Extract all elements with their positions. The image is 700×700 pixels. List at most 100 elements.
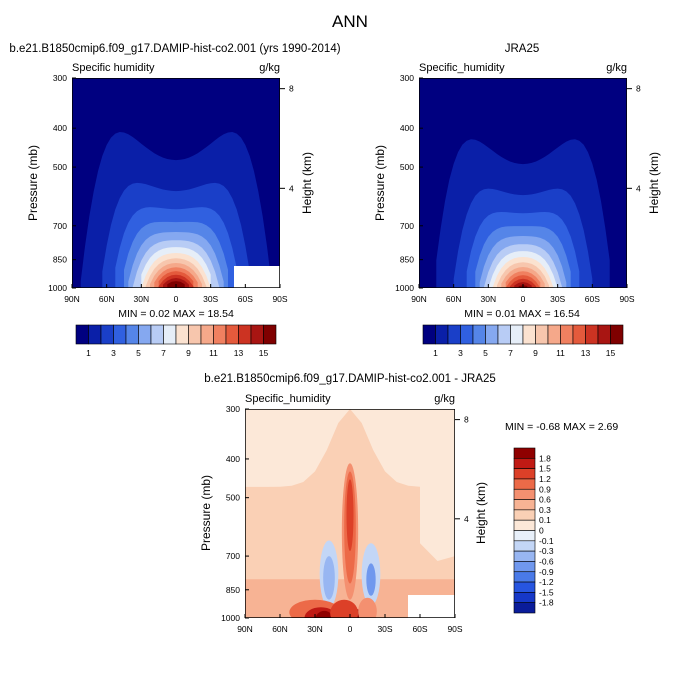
colorbar-box xyxy=(200,324,214,345)
panel-model-ylabel-right: Height (km) xyxy=(300,152,314,214)
colorbar-label: 1 xyxy=(433,348,438,358)
colorbar-label: 3 xyxy=(458,348,463,358)
colorbar-box xyxy=(188,324,202,345)
colorbar-label: -0.1 xyxy=(539,536,554,546)
y-tick-label: 300 xyxy=(53,73,67,83)
colorbar-box xyxy=(513,447,536,459)
colorbar-box xyxy=(513,458,536,469)
panel-model-units: g/kg xyxy=(259,62,280,74)
figure-title: ANN xyxy=(332,12,368,31)
colorbar-box xyxy=(535,324,549,345)
colorbar-box xyxy=(572,324,586,345)
height-tick-label: 4 xyxy=(636,183,641,193)
y-tick-label: 300 xyxy=(400,73,414,83)
y-tick-label: 400 xyxy=(400,123,414,133)
colorbar-box xyxy=(513,488,536,500)
panel-difference-ylabel-right: Height (km) xyxy=(474,482,488,544)
x-tick-label: 60S xyxy=(585,294,600,304)
panel-obs-units: g/kg xyxy=(606,62,627,74)
colorbar-box xyxy=(513,540,536,552)
height-tick-label: 4 xyxy=(464,514,469,524)
colorbar-label: 0.9 xyxy=(539,484,551,494)
y-tick-label: 700 xyxy=(53,221,67,231)
colorbar-label: -0.3 xyxy=(539,546,554,556)
colorbar-box xyxy=(447,324,461,345)
panel-difference-missing-data xyxy=(408,595,455,618)
colorbar-label: 13 xyxy=(581,348,591,358)
colorbar-label: -0.6 xyxy=(539,556,554,566)
x-tick-label: 30S xyxy=(203,294,218,304)
panel-model-title: b.e21.B1850cmip6.f09_g17.DAMIP-hist-co2.… xyxy=(9,43,340,55)
x-tick-label: 30S xyxy=(550,294,565,304)
negative-lobe xyxy=(323,556,335,600)
x-tick-label: 30N xyxy=(481,294,497,304)
colorbar-label: 0.3 xyxy=(539,505,551,515)
colorbar-label: -0.9 xyxy=(539,567,554,577)
colorbar-box xyxy=(422,324,436,345)
panel-difference-colorbar: 1.81.51.20.90.60.30.10-0.1-0.3-0.6-0.9-1… xyxy=(513,447,554,614)
positive-tower xyxy=(346,479,354,552)
x-tick-label: 60S xyxy=(238,294,253,304)
colorbar-label: 3 xyxy=(111,348,116,358)
colorbar-label: 9 xyxy=(186,348,191,358)
colorbar-box xyxy=(510,324,524,345)
panel-obs: JRA25 Specific_humidity g/kg Pressure (m… xyxy=(373,43,661,358)
x-tick-label: 30S xyxy=(377,624,392,634)
colorbar-box xyxy=(238,324,252,345)
y-tick-label: 1000 xyxy=(48,283,67,293)
x-tick-label: 60N xyxy=(99,294,115,304)
panel-model-plot xyxy=(72,78,280,288)
colorbar-label: 0.6 xyxy=(539,495,551,505)
panel-difference-ylabel: Pressure (mb) xyxy=(199,475,213,551)
panel-obs-title: JRA25 xyxy=(505,43,540,55)
y-tick-label: 400 xyxy=(226,454,240,464)
colorbar-box xyxy=(472,324,486,345)
x-tick-label: 60S xyxy=(412,624,427,634)
colorbar-box xyxy=(513,602,536,614)
colorbar-box xyxy=(263,324,277,345)
panel-difference: b.e21.B1850cmip6.f09_g17.DAMIP-hist-co2.… xyxy=(199,373,618,634)
y-tick-label: 850 xyxy=(53,255,67,265)
height-tick-label: 8 xyxy=(464,415,469,425)
panel-difference-variable-label: Specific_humidity xyxy=(245,393,331,405)
panel-obs-colorbar: 1 3 5 7 9 11 13 15 xyxy=(422,324,624,358)
colorbar-label: 7 xyxy=(508,348,513,358)
y-tick-label: 500 xyxy=(226,493,240,503)
colorbar-box xyxy=(585,324,599,345)
colorbar-box xyxy=(225,324,239,345)
x-tick-label: 60N xyxy=(446,294,462,304)
colorbar-box xyxy=(213,324,227,345)
colorbar-box xyxy=(125,324,139,345)
colorbar-label: 9 xyxy=(533,348,538,358)
y-tick-label: 300 xyxy=(226,404,240,414)
panel-model-ylabel: Pressure (mb) xyxy=(26,145,40,221)
colorbar-box xyxy=(513,550,536,562)
colorbar-box xyxy=(435,324,449,345)
panel-difference-plot xyxy=(245,409,455,618)
colorbar-box xyxy=(175,324,189,345)
panel-obs-axes: 90N 60N 30N 0 30S 60S 90S 300 400 500 700 850 1000 8 4 xyxy=(395,73,641,304)
surface-maximum xyxy=(330,599,359,618)
panel-obs-variable-label: Specific_humidity xyxy=(419,62,505,74)
x-tick-label: 90S xyxy=(447,624,462,634)
colorbar-label: 13 xyxy=(234,348,244,358)
colorbar-box xyxy=(560,324,574,345)
colorbar-box xyxy=(138,324,152,345)
panel-difference-axes: 90N 60N 30N 0 30S 60S 90S 300 400 500 700 850 1000 8 4 xyxy=(221,404,469,634)
y-tick-label: 850 xyxy=(226,585,240,595)
colorbar-box xyxy=(513,519,536,531)
colorbar-label: 1.5 xyxy=(539,464,551,474)
x-tick-label: 90N xyxy=(411,294,427,304)
x-tick-label: 30N xyxy=(307,624,323,634)
panel-obs-stats: MIN = 0.01 MAX = 16.54 xyxy=(464,308,580,320)
x-tick-label: 0 xyxy=(521,294,526,304)
x-tick-label: 90S xyxy=(272,294,287,304)
x-tick-label: 0 xyxy=(174,294,179,304)
y-tick-label: 500 xyxy=(400,162,414,172)
colorbar-box xyxy=(485,324,499,345)
panel-model: b.e21.B1850cmip6.f09_g17.DAMIP-hist-co2.… xyxy=(9,43,340,358)
colorbar-label: 15 xyxy=(259,348,269,358)
x-tick-label: 60N xyxy=(272,624,288,634)
colorbar-box xyxy=(460,324,474,345)
